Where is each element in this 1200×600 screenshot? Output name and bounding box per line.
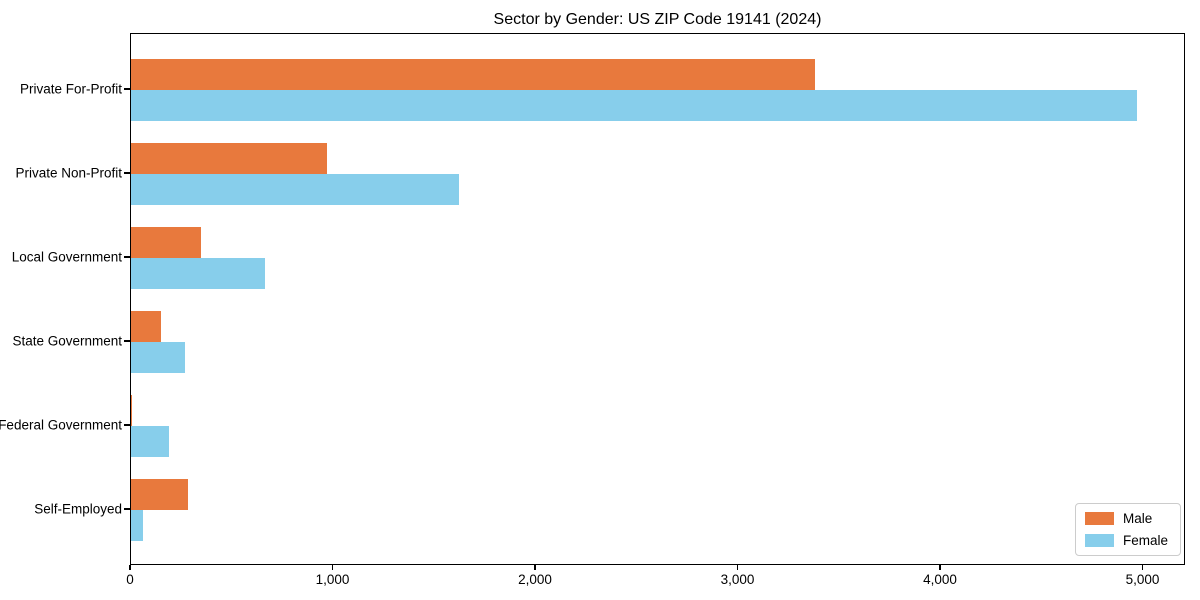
- y-tick-mark: [124, 256, 130, 258]
- legend-label-male: Male: [1122, 511, 1153, 526]
- legend-entry-male: Male: [1084, 511, 1168, 526]
- y-tick-mark: [124, 340, 130, 342]
- bar-female-self-employed: [131, 510, 144, 541]
- x-tick-mark: [736, 565, 739, 570]
- y-tick-label: Private For-Profit: [19, 81, 122, 97]
- bar-female-private-for-profit: [131, 90, 1138, 121]
- y-tick-label: Self-Employed: [34, 501, 122, 517]
- legend: Male Female: [1074, 503, 1181, 556]
- x-tick-mark: [534, 565, 536, 570]
- y-tick-mark: [124, 88, 130, 90]
- female-color-swatch: [1084, 534, 1114, 547]
- bar-male-private-non-profit: [131, 143, 328, 174]
- y-tick-mark: [124, 424, 130, 426]
- x-tick-label: 3,000: [720, 572, 755, 587]
- x-tick-mark: [331, 565, 334, 570]
- bar-male-self-employed: [131, 479, 188, 510]
- x-tick-label: 5,000: [1125, 572, 1160, 587]
- y-tick-mark: [124, 508, 130, 510]
- legend-entry-female: Female: [1084, 533, 1168, 548]
- x-tick-label: 1,000: [315, 572, 350, 587]
- bar-female-federal-government: [131, 426, 170, 457]
- y-tick-label: State Government: [12, 333, 122, 349]
- bar-female-private-non-profit: [131, 174, 460, 205]
- bar-male-local-government: [131, 227, 201, 258]
- bar-female-local-government: [131, 258, 265, 289]
- legend-label-female: Female: [1122, 533, 1168, 548]
- x-tick-label: 2,000: [518, 572, 552, 587]
- plot-area: [130, 33, 1185, 565]
- bar-male-federal-government: [131, 395, 132, 426]
- x-tick-mark: [939, 565, 941, 570]
- bar-male-private-for-profit: [131, 59, 816, 90]
- y-tick-label: Private Non-Profit: [15, 165, 122, 181]
- bar-female-state-government: [131, 342, 185, 373]
- x-tick-mark: [1141, 565, 1144, 570]
- x-tick-label: 4,000: [923, 572, 957, 587]
- x-tick-label: 0: [126, 572, 134, 587]
- male-color-swatch: [1084, 512, 1114, 525]
- y-tick-label: Federal Government: [0, 417, 122, 433]
- chart-title: Sector by Gender: US ZIP Code 19141 (202…: [493, 11, 822, 28]
- bar-male-state-government: [131, 311, 162, 342]
- x-tick-mark: [129, 565, 131, 570]
- y-tick-mark: [124, 172, 130, 174]
- y-tick-label: Local Government: [11, 249, 122, 265]
